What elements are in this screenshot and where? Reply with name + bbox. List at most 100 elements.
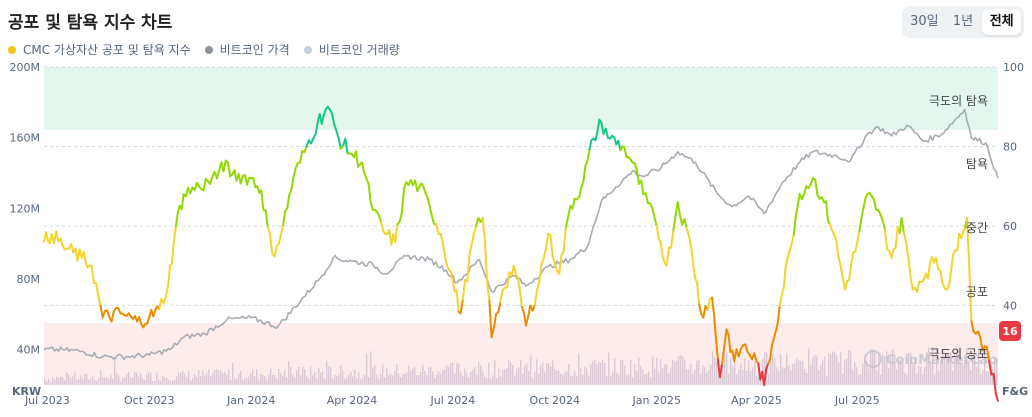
fear-greed-segment [455, 289, 460, 313]
volume-bar [314, 372, 316, 385]
volume-bar [856, 366, 858, 385]
fear-greed-segment [536, 280, 541, 291]
volume-bar [226, 374, 228, 385]
volume-bar [552, 360, 554, 385]
volume-bar [954, 351, 956, 385]
fear-greed-segment [174, 211, 179, 227]
volume-bar [274, 375, 276, 385]
legend-item-btc-volume[interactable]: 비트코인 거래량 [303, 41, 400, 58]
volume-bar [736, 374, 738, 385]
fear-greed-segment [292, 167, 297, 180]
volume-bar [632, 377, 634, 385]
volume-bar [610, 376, 612, 385]
volume-bar [172, 380, 174, 385]
fear-greed-segment [644, 192, 649, 205]
volume-bar [286, 377, 288, 385]
fear-greed-segment [553, 263, 558, 272]
volume-bar [666, 364, 668, 385]
volume-bar [730, 357, 732, 385]
volume-bar [496, 378, 498, 385]
fear-greed-segment [858, 217, 863, 233]
fear-greed-segment [856, 230, 861, 243]
range-all-button[interactable]: 전체 [982, 9, 1022, 35]
volume-bar [920, 366, 922, 385]
volume-bar [944, 356, 946, 385]
volume-bar [164, 377, 166, 385]
fear-greed-segment [303, 145, 308, 154]
volume-bar [412, 368, 414, 385]
volume-bar [338, 374, 340, 385]
volume-bar [480, 365, 482, 385]
volume-bar [520, 359, 522, 385]
volume-bar [500, 376, 502, 385]
volume-bar [774, 358, 776, 385]
volume-bar [668, 372, 670, 385]
fear-greed-segment [277, 233, 283, 245]
volume-bar [692, 373, 694, 385]
volume-bar [626, 375, 628, 385]
volume-bar [824, 356, 826, 385]
fear-greed-segment [653, 216, 658, 227]
volume-bar [78, 379, 80, 385]
extreme-greed-zone [44, 67, 998, 130]
fear-greed-segment [633, 162, 638, 171]
volume-bar [654, 368, 656, 385]
volume-bar [488, 362, 490, 385]
volume-bar [608, 352, 610, 385]
fear-greed-segment [538, 263, 543, 283]
fear-greed-segment [833, 233, 838, 242]
legend-item-btc-price[interactable]: 비트코인 가격 [204, 41, 290, 58]
fear-greed-segment [651, 207, 656, 219]
volume-bar [134, 371, 136, 385]
fear-greed-segment [280, 224, 285, 235]
fear-greed-segment [792, 215, 797, 236]
volume-bar [408, 365, 410, 385]
volume-bar [284, 370, 286, 385]
volume-bar [554, 368, 556, 385]
volume-bar [750, 370, 752, 385]
volume-bar [662, 367, 664, 385]
volume-bar [690, 363, 692, 385]
fear-greed-segment [968, 264, 973, 323]
volume-bar [416, 375, 418, 385]
fear-greed-segment [844, 280, 849, 291]
fear-greed-segment [252, 176, 257, 188]
range-30d-button[interactable]: 30일 [910, 14, 939, 29]
volume-bar [788, 365, 790, 385]
fear-greed-segment [862, 197, 867, 210]
volume-bar [914, 358, 916, 385]
volume-bar [618, 374, 620, 385]
range-1y-button[interactable]: 1년 [952, 14, 974, 29]
volume-bar [320, 372, 322, 385]
volume-bar [556, 370, 558, 385]
fear-greed-segment [246, 176, 251, 186]
legend-item-fear-greed[interactable]: CMC 가상자산 공포 및 탐욕 지수 [8, 41, 191, 58]
volume-bar [492, 375, 494, 385]
volume-bar [248, 376, 250, 385]
volume-bar [180, 372, 182, 385]
x-tick-label: Oct 2024 [530, 394, 581, 407]
zone-label-fear: 공포 [966, 285, 988, 299]
fear-greed-segment [727, 333, 732, 353]
fear-greed-segment [640, 179, 645, 196]
fear-greed-segment [435, 223, 440, 235]
fear-greed-segment [803, 185, 808, 195]
volume-bar [960, 363, 962, 385]
volume-bar [738, 369, 740, 385]
volume-bar [140, 373, 142, 385]
fear-greed-segment [146, 316, 151, 325]
volume-bar [674, 361, 676, 385]
fear-greed-segment [525, 315, 530, 327]
volume-bar [246, 377, 248, 385]
fear-greed-segment [753, 352, 758, 363]
volume-bar [550, 366, 552, 385]
volume-bar [66, 371, 68, 385]
fear-greed-segment [970, 320, 975, 333]
volume-bar [896, 369, 898, 385]
volume-bar [582, 374, 584, 385]
volume-bar [342, 370, 344, 385]
fear-greed-segment [400, 187, 406, 214]
volume-bar [74, 372, 76, 385]
fear-greed-segment [776, 304, 781, 324]
fear-greed-segment [829, 223, 833, 232]
